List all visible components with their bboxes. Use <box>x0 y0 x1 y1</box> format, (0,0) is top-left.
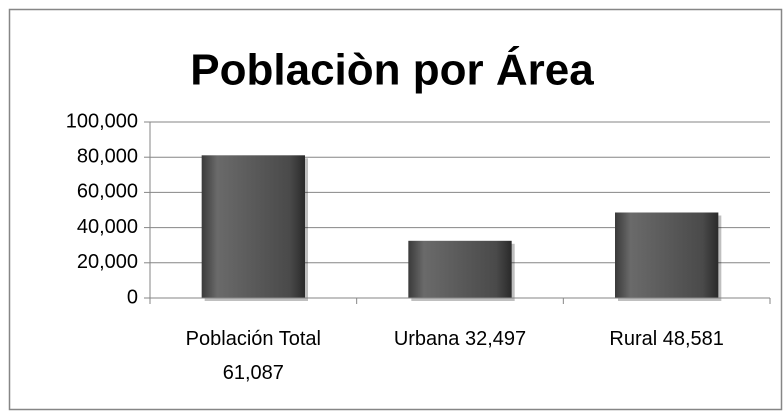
bar <box>615 212 719 298</box>
bar <box>408 240 512 298</box>
x-tick-label: Rural 48,581 <box>609 328 724 350</box>
chart-border <box>8 8 783 411</box>
x-tick-label: Población Total 61,087 <box>185 328 321 384</box>
bar <box>201 155 305 298</box>
y-tick-label: 80,000 <box>77 145 138 167</box>
chart-title: Poblaciòn por Área <box>190 45 594 95</box>
x-tick-label: Urbana 32,497 <box>393 328 527 350</box>
y-tick-label: 0 <box>127 286 138 308</box>
y-tick-label: 40,000 <box>77 216 138 238</box>
y-tick-label: 100,000 <box>66 110 138 132</box>
y-tick-label: 20,000 <box>77 251 138 273</box>
y-tick-label: 60,000 <box>77 181 138 203</box>
